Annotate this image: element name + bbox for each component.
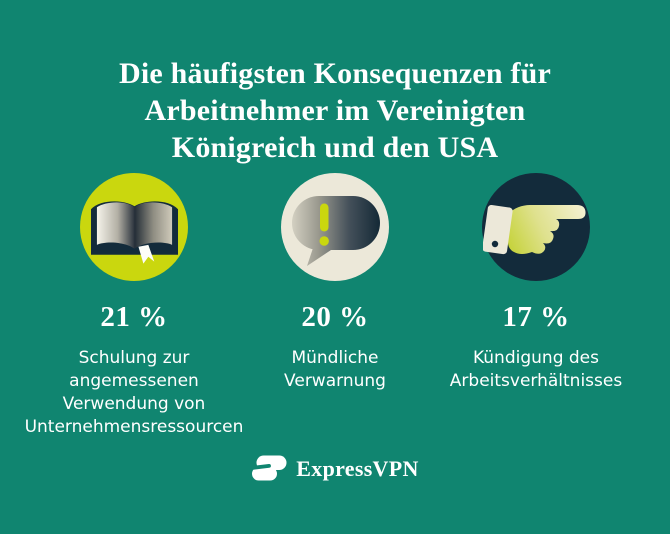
open-book-icon [90,201,178,264]
stats-row: 21 % Schulung zur angemessenen Verwendun… [0,173,670,439]
stat-percent-value: 21 % [100,301,168,333]
speech-bubble-exclamation-icon [292,196,380,266]
stat-column-training: 21 % Schulung zur angemessenen Verwendun… [25,173,243,439]
stat-label: Schulung zur angemessenen Verwendung von… [24,348,244,437]
stat-icon-circle [80,173,188,281]
stat-label: Mündliche Verwarnung [284,348,386,391]
stat-percent-value: 20 % [301,301,369,333]
stat-column-verbal-warning: 20 % Mündliche Verwarnung [235,173,436,439]
stat-icon-circle [482,173,590,281]
brand-logo: ExpressVPN [0,454,670,483]
stat-percent-value: 17 % [502,301,570,333]
brand-wordmark: ExpressVPN [296,456,419,481]
expressvpn-logo-icon [251,455,287,481]
stat-label: Kündigung des Arbeitsverhältnisses [449,348,623,391]
stat-icon-circle [281,173,389,281]
page-title: Die häufigsten Konsequenzen für Arbeitne… [118,57,552,164]
pointing-hand-icon [483,205,586,255]
stat-column-termination: 17 % Kündigung des Arbeitsverhältnisses [436,173,637,439]
